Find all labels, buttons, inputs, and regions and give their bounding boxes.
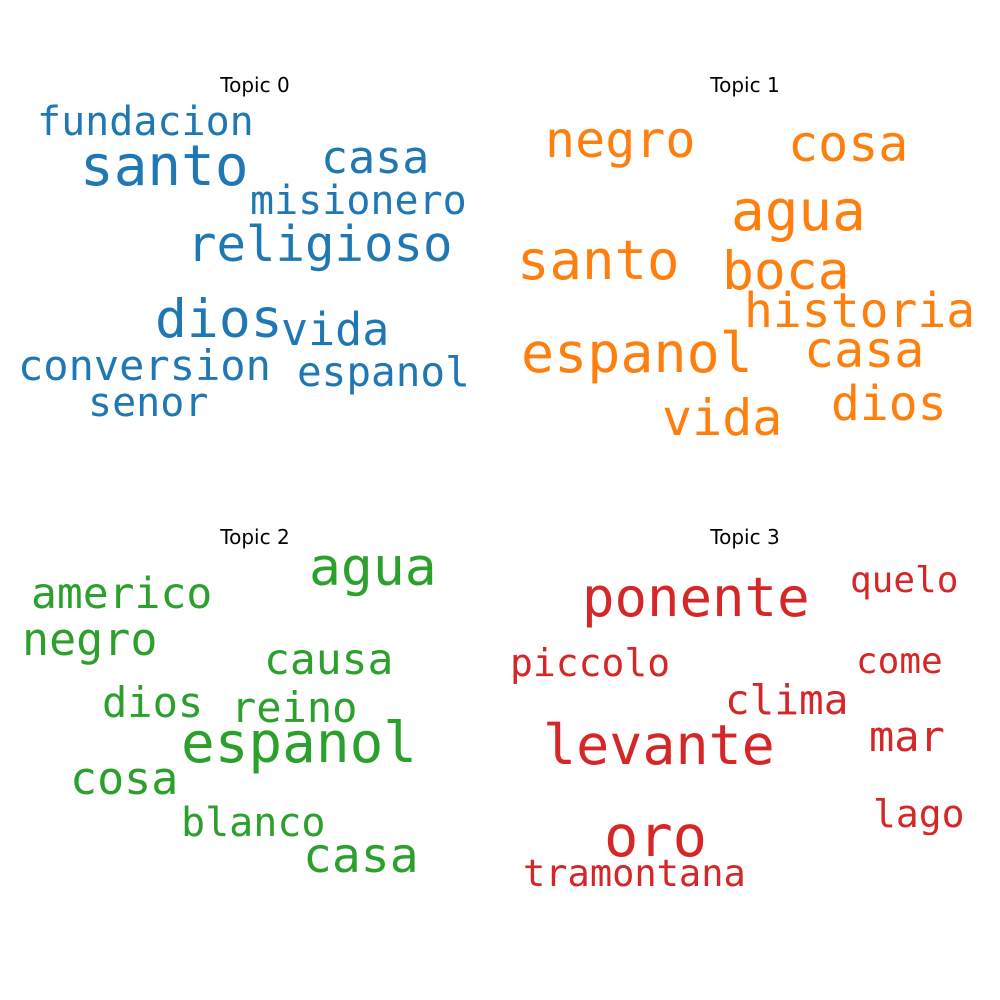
word-levante: levante — [543, 713, 775, 777]
word-mar: mar — [869, 712, 945, 761]
word-cosa: cosa — [70, 752, 179, 805]
panel-title: Topic 2 — [220, 525, 290, 549]
panel-title: Topic 3 — [710, 525, 780, 549]
word-americo: americo — [31, 569, 213, 619]
word-blanco: blanco — [181, 800, 326, 846]
word-casa: casa — [303, 828, 419, 884]
word-clima: clima — [725, 676, 849, 724]
word-negro: negro — [545, 111, 696, 169]
word-come: come — [856, 641, 943, 682]
word-espanol: espanol — [181, 711, 418, 776]
word-agua: agua — [309, 537, 437, 598]
word-religioso: religioso — [187, 216, 453, 273]
word-ponente: ponente — [582, 566, 810, 629]
word-oro: oro — [604, 804, 707, 870]
word-quelo: quelo — [850, 560, 959, 601]
wordcloud-topic-2: Topic 2 agua americo negro causa dios re… — [15, 527, 495, 927]
word-fundacion: fundacion — [37, 99, 254, 145]
word-casa: casa — [804, 321, 925, 379]
word-senor: senor — [88, 380, 209, 426]
word-lago: lago — [873, 792, 965, 836]
word-conversion: conversion — [18, 341, 271, 390]
wordcloud-topic-3: Topic 3 ponente quelo piccolo come clima… — [505, 527, 985, 927]
word-historia: historia — [744, 283, 976, 339]
word-vida: vida — [662, 389, 783, 447]
word-reino: reino — [231, 683, 358, 732]
word-misionero: misionero — [250, 178, 467, 224]
word-boca: boca — [722, 241, 850, 302]
word-tramontana: tramontana — [523, 852, 746, 895]
word-cosa: cosa — [788, 115, 909, 173]
word-dios: dios — [155, 289, 283, 350]
word-santo: santo — [80, 134, 249, 199]
wordcloud-topic-0: Topic 0 fundacion santo casa misionero r… — [15, 75, 495, 475]
word-dios: dios — [831, 376, 947, 432]
word-espanol: espanol — [297, 348, 470, 396]
wordcloud-topic-1: Topic 1 negro cosa agua santo boca histo… — [505, 75, 985, 475]
word-vida: vida — [281, 303, 390, 356]
word-dios: dios — [102, 678, 204, 727]
word-causa: causa — [264, 635, 394, 685]
panel-title: Topic 0 — [220, 73, 290, 97]
word-santo: santo — [517, 229, 680, 292]
word-negro: negro — [22, 613, 158, 666]
word-espanol: espanol — [521, 321, 753, 385]
word-agua: agua — [731, 179, 866, 244]
word-casa: casa — [321, 131, 430, 184]
panel-title: Topic 1 — [710, 73, 780, 97]
word-piccolo: piccolo — [510, 641, 671, 685]
